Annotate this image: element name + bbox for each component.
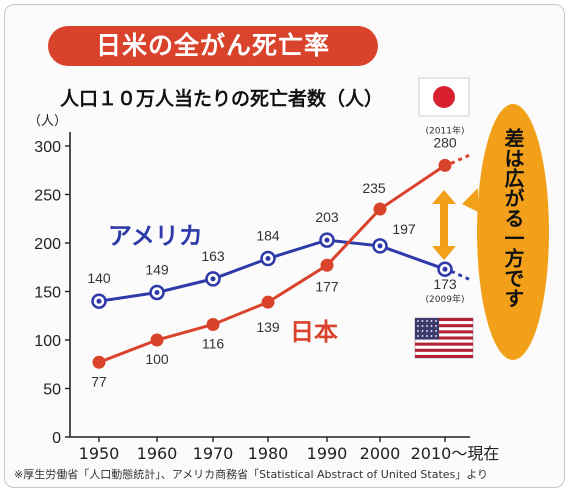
y-tick-label: 0 xyxy=(52,430,61,447)
japan-trend-dash xyxy=(450,154,470,165)
japan-flag-disc xyxy=(433,86,455,108)
usa-data-label: 184 xyxy=(256,228,280,244)
usa-flag-star xyxy=(435,325,437,327)
usa-flag-star xyxy=(417,330,419,332)
y-tick-label: 100 xyxy=(34,333,61,350)
usa-flag-star xyxy=(435,335,437,337)
x-tick-label: 1950 xyxy=(79,444,120,463)
japan-series-name: 日本 xyxy=(290,318,338,346)
usa-flag-red-stripe xyxy=(415,348,473,352)
usa-flag-red-stripe xyxy=(415,336,473,340)
usa-point-center xyxy=(96,298,102,304)
usa-flag-star xyxy=(426,325,428,327)
japan-data-label: 100 xyxy=(145,351,169,367)
usa-trend-dash xyxy=(450,269,470,281)
japan-data-label: 177 xyxy=(315,278,339,294)
usa-flag-star xyxy=(426,335,428,337)
y-unit-label: （人） xyxy=(28,114,68,129)
x-tick-label: 2010～現在 xyxy=(411,444,500,463)
japan-data-label: 139 xyxy=(256,319,280,335)
japan-point xyxy=(261,295,275,309)
usa-flag-red-stripe xyxy=(415,354,473,358)
japan-data-label: 235 xyxy=(362,180,386,196)
japan-point xyxy=(92,355,106,369)
usa-year-note: (2009年) xyxy=(426,293,465,305)
usa-flag-star xyxy=(417,320,419,322)
usa-flag-star xyxy=(421,330,424,332)
japan-data-label: 280 xyxy=(433,134,457,150)
japan-year-note: (2011年) xyxy=(426,124,465,136)
chart-subtitle: 人口１０万人当たりの死亡者数（人） xyxy=(60,88,384,110)
japan-point xyxy=(438,158,452,172)
usa-point-center xyxy=(265,256,271,262)
source-footnote: ※厚生労働省「人口動態統計」、アメリカ商務省「Statistical Abstr… xyxy=(14,468,489,481)
title-banner xyxy=(48,26,378,66)
usa-flag-star xyxy=(421,325,424,327)
gap-arrow-icon xyxy=(432,190,456,260)
usa-data-label: 173 xyxy=(433,276,457,292)
x-tick-label: 1980 xyxy=(248,444,289,463)
japan-data-label: 116 xyxy=(202,335,225,351)
usa-flag-canton xyxy=(415,318,439,340)
usa-flag-star xyxy=(421,320,424,322)
usa-data-label: 149 xyxy=(145,261,169,277)
usa-point-center xyxy=(324,237,330,243)
y-tick-label: 300 xyxy=(34,139,61,156)
usa-point-center xyxy=(154,289,160,295)
usa-data-label: 197 xyxy=(392,221,416,237)
y-tick-label: 150 xyxy=(34,285,61,302)
usa-data-label: 163 xyxy=(201,248,225,264)
y-tick-label: 200 xyxy=(34,236,61,253)
usa-flag-star xyxy=(417,335,419,337)
usa-flag-red-stripe xyxy=(415,330,473,334)
x-tick-label: 2000 xyxy=(360,444,401,463)
usa-flag-star xyxy=(435,330,437,332)
japan-point xyxy=(206,317,220,331)
usa-flag-star xyxy=(426,320,428,322)
y-tick-label: 250 xyxy=(34,188,61,205)
usa-flag-star xyxy=(426,330,428,332)
usa-flag-star xyxy=(430,335,433,337)
chart-title: 日米の全がん死亡率 xyxy=(95,31,330,60)
usa-point-center xyxy=(377,243,383,249)
usa-point-center xyxy=(210,276,216,282)
usa-flag-red-stripe xyxy=(415,324,473,328)
chart-frame xyxy=(4,4,565,488)
callout-bubble xyxy=(477,104,549,360)
usa-flag-star xyxy=(430,330,433,332)
japan-point xyxy=(320,258,334,272)
japan-point xyxy=(373,202,387,216)
usa-flag-star xyxy=(430,325,433,327)
usa-flag-star xyxy=(421,335,424,337)
callout-pointer xyxy=(462,188,478,212)
x-tick-label: 1990 xyxy=(307,444,348,463)
japan-data-label: 77 xyxy=(91,373,107,389)
usa-flag-star xyxy=(430,320,433,322)
usa-flag-red-stripe xyxy=(415,318,473,322)
x-tick-label: 1970 xyxy=(193,444,234,463)
usa-flag-red-stripe xyxy=(415,342,473,346)
usa-series-name: アメリカ xyxy=(108,222,203,250)
usa-data-label: 203 xyxy=(315,209,339,225)
usa-flag-star xyxy=(417,325,419,327)
x-tick-label: 1960 xyxy=(137,444,178,463)
callout-text: 差は広がる一方です xyxy=(501,128,525,308)
y-tick-label: 50 xyxy=(43,382,61,399)
usa-flag-star xyxy=(435,320,437,322)
usa-data-label: 140 xyxy=(87,270,111,286)
usa-point-center xyxy=(442,266,448,272)
japan-point xyxy=(150,333,164,347)
